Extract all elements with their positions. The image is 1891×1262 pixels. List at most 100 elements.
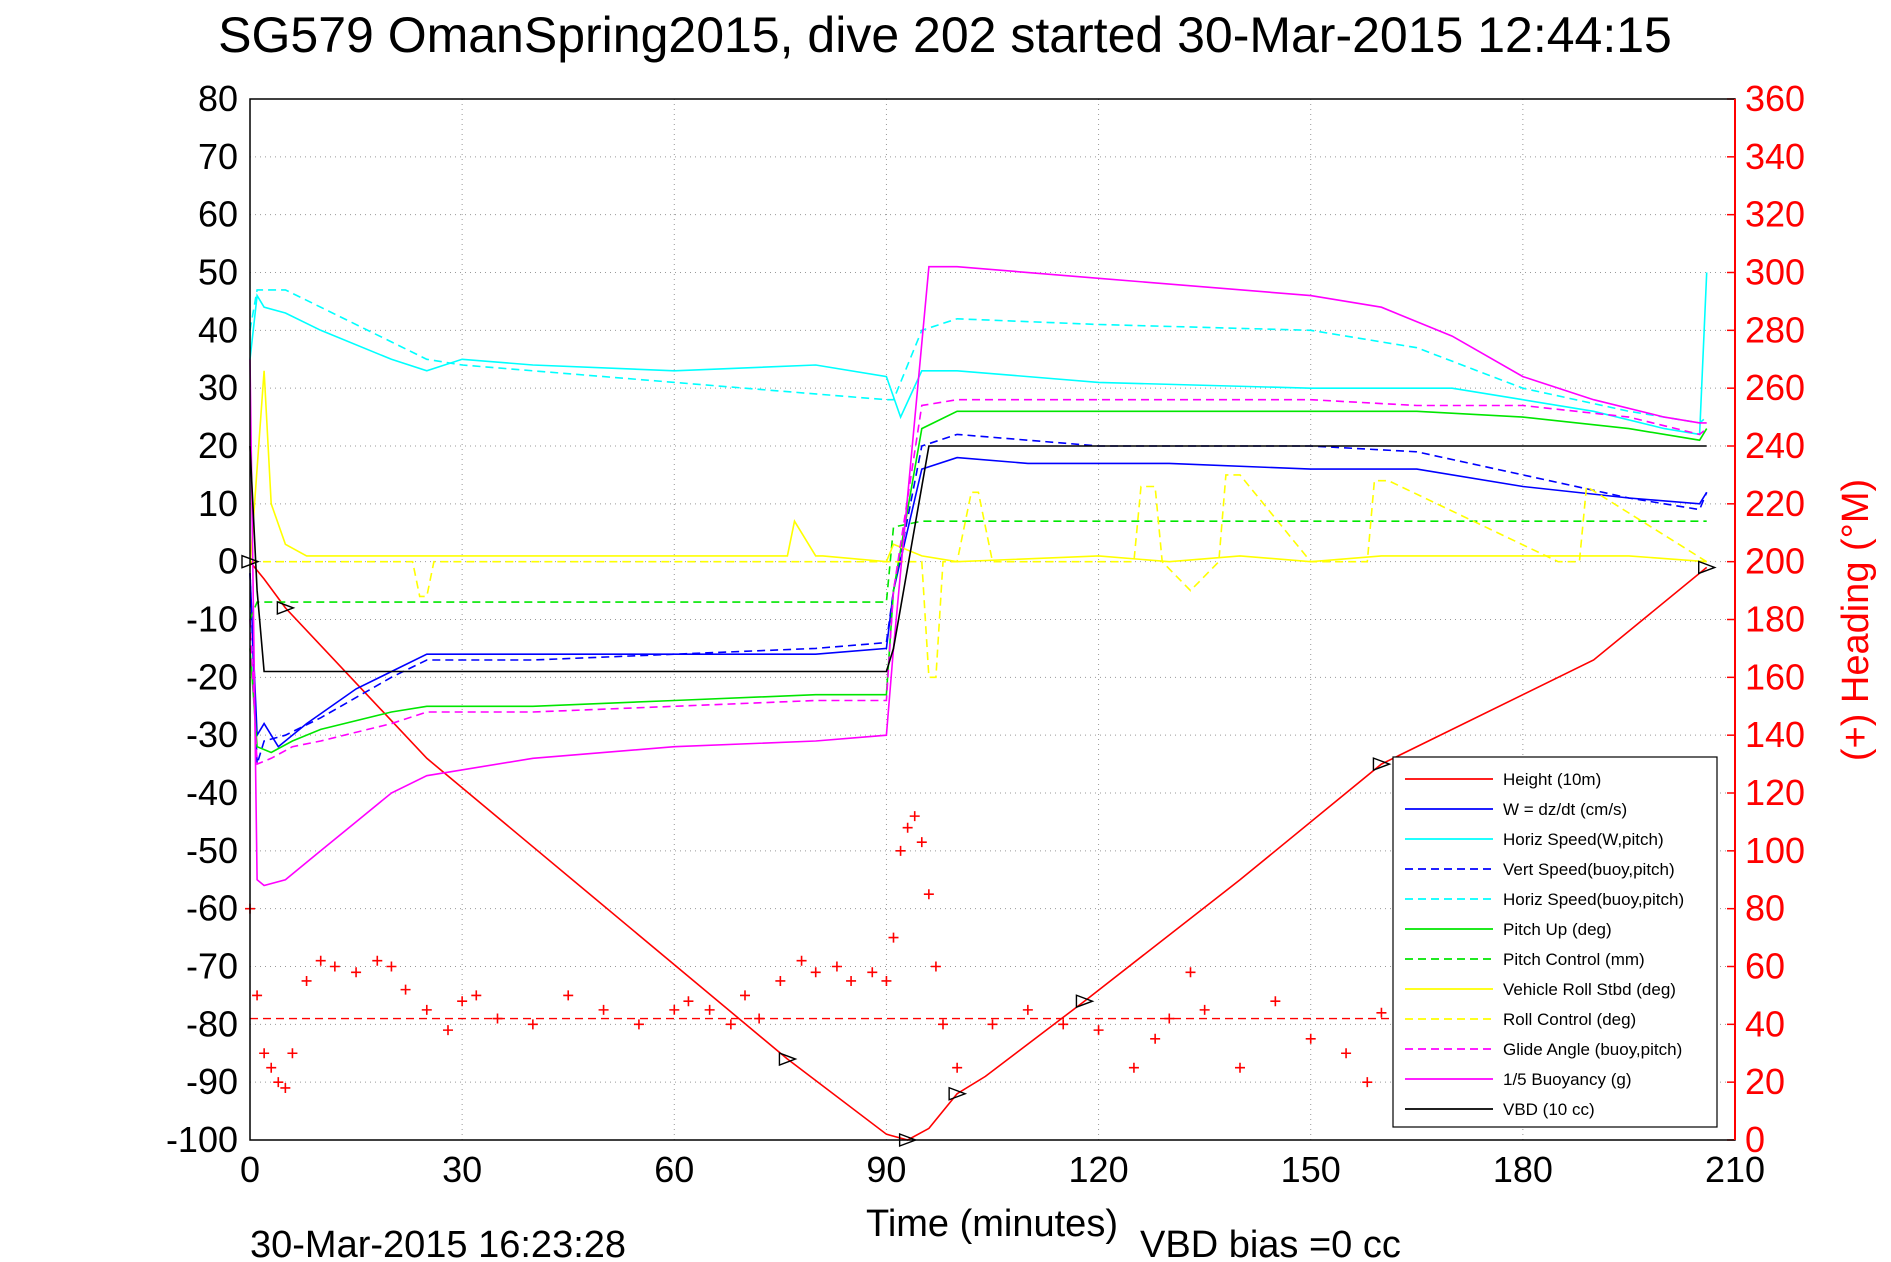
y2-tick-label: 220 [1745, 483, 1805, 524]
heading-point [287, 1048, 298, 1059]
series-line [249, 433, 1708, 765]
heading-point [1199, 1004, 1210, 1015]
y2-tick-labels: 3603403203002802602402202001801601401201… [1745, 78, 1805, 1160]
legend-label: 1/5 Buoyancy (g) [1503, 1070, 1632, 1089]
legend-label: W = dz/dt (cm/s) [1503, 800, 1627, 819]
heading-point [888, 932, 899, 943]
x-tick-label: 180 [1493, 1149, 1553, 1190]
heading-point [273, 1077, 284, 1088]
y-tick-label: -70 [186, 946, 238, 987]
height-marker [1075, 994, 1095, 1009]
heading-point [683, 996, 694, 1007]
series-line [249, 520, 1707, 620]
height-marker [1372, 757, 1392, 772]
y2-tick-label: 160 [1745, 656, 1805, 697]
heading-point [902, 822, 913, 833]
height-marker [948, 1086, 968, 1101]
y2-tick-label: 20 [1745, 1061, 1785, 1102]
heading-point [669, 1004, 680, 1015]
y-tick-label: 80 [198, 78, 238, 119]
heading-point [457, 996, 468, 1007]
y2-tick-label: 320 [1745, 194, 1805, 235]
x-tick-label: 120 [1069, 1149, 1129, 1190]
heading-point [351, 967, 362, 978]
height-marker [1698, 560, 1717, 575]
x-tick-label: 90 [866, 1149, 906, 1190]
y-tick-label: -30 [186, 714, 238, 755]
heading-point [952, 1062, 963, 1073]
heading-point [266, 1062, 277, 1073]
height-marker [276, 600, 296, 615]
y-tick-label: -50 [186, 830, 238, 871]
y-tick-label: 50 [198, 252, 238, 293]
series-line [249, 398, 1708, 766]
legend: Height (10m) W = dz/dt (cm/s) Horiz Speed(… [1392, 756, 1718, 1128]
heading-point [527, 1019, 538, 1030]
y-tick-label: -80 [186, 1003, 238, 1044]
heading-point [1376, 1007, 1387, 1018]
heading-point [881, 975, 892, 986]
series-line [249, 272, 1708, 436]
x-tick-label: 210 [1705, 1149, 1765, 1190]
y-tick-label: 30 [198, 367, 238, 408]
y2-tick-label: 140 [1745, 714, 1805, 755]
heading-point [775, 975, 786, 986]
series-layer [241, 265, 1717, 1148]
heading-point [831, 961, 842, 972]
series-line [249, 370, 1707, 568]
heading-point [867, 967, 878, 978]
legend-label: Pitch Control (mm) [1503, 950, 1645, 969]
y2-tick-label: 200 [1745, 541, 1805, 582]
heading-point [386, 961, 397, 972]
legend-label: Vehicle Roll Stbd (deg) [1503, 980, 1676, 999]
y-tick-label: -60 [186, 888, 238, 929]
heading-point [1185, 967, 1196, 978]
heading-point [400, 984, 411, 995]
heading-point [301, 975, 312, 986]
legend-label: Horiz Speed(buoy,pitch) [1503, 890, 1684, 909]
y-tick-label: -100 [166, 1119, 238, 1160]
legend-label: Height (10m) [1503, 770, 1601, 789]
y2-axis-label: (+) Heading (°M) [1835, 479, 1877, 761]
heading-point [1128, 1062, 1139, 1073]
x-axis-label: Time (minutes) [866, 1203, 1118, 1245]
heading-point [1093, 1025, 1104, 1036]
legend-box [1392, 756, 1718, 1128]
series-line [249, 456, 1708, 748]
x-tick-label: 150 [1281, 1149, 1341, 1190]
heading-point [1362, 1077, 1373, 1088]
heading-point [1270, 996, 1281, 1007]
heading-point [471, 990, 482, 1001]
heading-point [909, 811, 920, 822]
heading-point [252, 990, 263, 1001]
y2-tick-label: 180 [1745, 599, 1805, 640]
heading-point [740, 990, 750, 1001]
legend-label: VBD (10 cc) [1503, 1100, 1595, 1119]
legend-label: Vert Speed(buoy,pitch) [1503, 860, 1675, 879]
legend-label: Pitch Up (deg) [1503, 920, 1612, 939]
heading-point [704, 1004, 715, 1015]
series-line [250, 474, 1708, 679]
y-tick-label: 70 [198, 136, 238, 177]
y-tick-label: -40 [186, 772, 238, 813]
footer-vbd-bias: VBD bias =0 cc [1140, 1224, 1401, 1262]
legend-label: Glide Angle (buoy,pitch) [1503, 1040, 1682, 1059]
y2-tick-label: 100 [1745, 830, 1805, 871]
heading-point [1235, 1062, 1245, 1073]
heading-point [725, 1019, 736, 1030]
y-tick-label: -10 [186, 599, 238, 640]
heading-point [372, 955, 383, 966]
y2-tick-label: 40 [1745, 1003, 1785, 1044]
y2-tick-label: 300 [1745, 252, 1805, 293]
heading-point [280, 1082, 291, 1093]
heading-point [329, 961, 340, 972]
y-tick-label: -90 [186, 1061, 238, 1102]
x-tick-label: 0 [240, 1149, 260, 1190]
heading-point [1150, 1033, 1161, 1044]
chart-title: SG579 OmanSpring2015, dive 202 started 3… [218, 7, 1672, 63]
y-tick-label: 20 [198, 425, 238, 466]
x-tick-label: 60 [654, 1149, 694, 1190]
heading-point [563, 990, 574, 1001]
series-line [249, 289, 1708, 424]
